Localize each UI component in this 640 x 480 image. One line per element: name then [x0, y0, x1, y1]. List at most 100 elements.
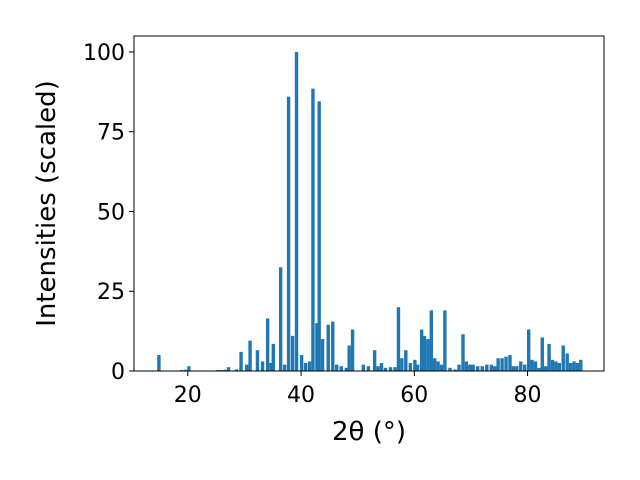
- x-tick-label: 60: [400, 383, 428, 408]
- bar: [436, 361, 440, 371]
- bar: [557, 363, 561, 371]
- bar: [579, 359, 583, 371]
- bar: [575, 363, 580, 371]
- bar: [416, 364, 420, 371]
- bar: [543, 366, 548, 371]
- bar: [260, 361, 265, 371]
- bar: [248, 340, 252, 371]
- bar: [426, 339, 430, 371]
- axes-frame: [133, 35, 605, 372]
- bar: [547, 343, 551, 371]
- bar: [439, 364, 444, 371]
- bar: [294, 51, 299, 371]
- bar: [471, 364, 475, 371]
- bar: [372, 350, 377, 371]
- bar: [226, 367, 231, 371]
- bar: [223, 369, 227, 371]
- bar: [187, 366, 191, 371]
- y-axis-label: Intensities (scaled): [32, 80, 62, 327]
- x-axis-label: 2θ (°): [332, 417, 406, 447]
- bar: [480, 366, 484, 371]
- bar: [376, 366, 380, 371]
- x-tick-label: 80: [514, 383, 542, 408]
- bar: [311, 88, 315, 371]
- bar: [468, 364, 472, 371]
- bar: [388, 367, 393, 371]
- bar: [496, 358, 500, 371]
- bar: [307, 361, 312, 371]
- bar: [344, 367, 349, 371]
- bar: [461, 334, 465, 371]
- bar: [561, 345, 565, 371]
- y-tick-label: 0: [111, 360, 125, 385]
- bar: [554, 361, 558, 371]
- bar: [540, 337, 544, 371]
- bar: [404, 350, 408, 371]
- bar: [339, 366, 343, 371]
- bar: [331, 321, 335, 371]
- bar: [432, 358, 437, 371]
- bar: [366, 366, 371, 371]
- bar: [443, 310, 447, 371]
- bar: [393, 367, 397, 371]
- bar: [286, 96, 291, 372]
- y-tick-label: 75: [97, 121, 125, 146]
- bar: [326, 324, 330, 371]
- bar: [271, 343, 275, 371]
- bar: [413, 359, 417, 371]
- bar: [303, 363, 308, 371]
- bar: [350, 329, 355, 371]
- bar: [422, 335, 427, 371]
- bar: [485, 364, 489, 371]
- bar: [183, 369, 188, 371]
- bar: [476, 366, 480, 371]
- bar: [519, 361, 523, 371]
- y-axis-ticks: 0 25 50 75 100: [83, 41, 134, 385]
- bar: [234, 369, 239, 371]
- bar: [157, 355, 161, 371]
- x-axis-ticks: 20 40 60 80: [174, 371, 542, 408]
- bar: [419, 329, 424, 371]
- bar: [464, 361, 469, 371]
- bar: [282, 364, 287, 371]
- bar: [244, 364, 249, 371]
- y-tick-label: 100: [83, 41, 125, 66]
- bar: [523, 364, 527, 371]
- bar: [379, 363, 384, 371]
- bar: [572, 361, 576, 371]
- bar: [408, 363, 413, 371]
- bar: [315, 323, 319, 371]
- bar: [533, 361, 538, 371]
- bar: [504, 356, 508, 371]
- y-tick-label: 25: [97, 280, 125, 305]
- bar: [278, 267, 283, 371]
- bar: [550, 359, 555, 371]
- bar: [400, 358, 404, 371]
- bar: [255, 350, 260, 371]
- x-tick-label: 20: [174, 383, 202, 408]
- bar: [239, 351, 243, 371]
- bar: [317, 101, 321, 372]
- bar: [383, 367, 388, 371]
- bar: [290, 335, 295, 371]
- bars-group: [157, 51, 583, 372]
- bar: [396, 307, 401, 371]
- bar: [508, 355, 512, 371]
- bar: [320, 339, 325, 371]
- bar: [335, 364, 339, 371]
- bar: [568, 363, 573, 371]
- bar: [500, 358, 504, 371]
- bar: [361, 364, 366, 371]
- bar: [530, 359, 534, 371]
- bar: [429, 310, 433, 371]
- bar: [448, 367, 452, 371]
- bar: [565, 353, 569, 371]
- bar: [489, 364, 494, 371]
- bar: [537, 367, 541, 371]
- bar: [511, 366, 516, 371]
- bar: [265, 318, 270, 371]
- x-tick-label: 40: [287, 383, 315, 408]
- bar: [493, 366, 497, 371]
- bar: [347, 345, 351, 371]
